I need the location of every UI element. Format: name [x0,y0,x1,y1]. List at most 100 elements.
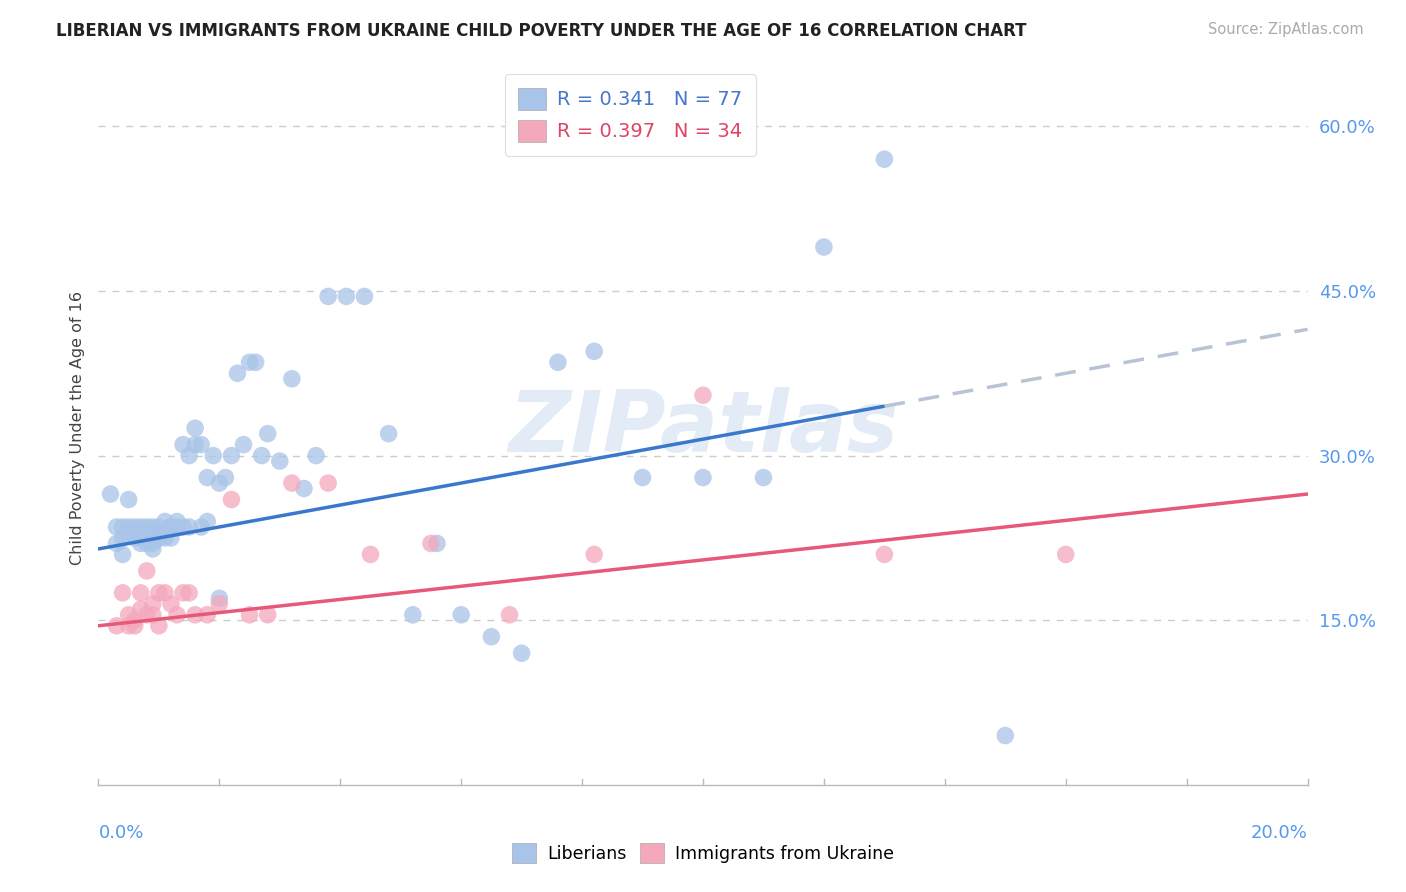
Point [232,437,254,451]
Point [202,449,225,463]
Point [172,437,194,451]
Point [510,646,533,660]
Point [129,586,152,600]
Point [135,564,157,578]
Point [129,525,152,540]
Point [226,366,249,380]
Point [353,289,375,303]
Point [498,607,520,622]
Point [402,607,425,622]
Point [172,520,194,534]
Point [148,619,170,633]
Point [583,548,606,562]
Point [316,476,339,491]
Point [631,470,654,484]
Text: Source: ZipAtlas.com: Source: ZipAtlas.com [1208,22,1364,37]
Legend: R = 0.341   N = 77, R = 0.397   N = 34: R = 0.341 N = 77, R = 0.397 N = 34 [505,74,756,156]
Point [377,426,399,441]
Point [105,520,128,534]
Point [105,619,128,633]
Point [153,586,176,600]
Point [153,531,176,545]
Point [142,536,165,550]
Point [221,449,243,463]
Y-axis label: Child Poverty Under the Age of 16: Child Poverty Under the Age of 16 [69,291,84,566]
Point [160,520,183,534]
Point [142,531,165,545]
Point [256,607,278,622]
Point [752,470,775,484]
Point [195,515,218,529]
Point [873,152,896,166]
Text: 0.0%: 0.0% [98,824,143,842]
Point [142,520,165,534]
Text: 20.0%: 20.0% [1251,824,1308,842]
Point [129,531,152,545]
Point [118,619,141,633]
Point [335,289,357,303]
Point [166,607,188,622]
Point [160,520,183,534]
Point [420,536,443,550]
Point [450,607,472,622]
Point [184,437,207,451]
Point [124,525,146,540]
Point [179,449,201,463]
Point [166,515,188,529]
Point [184,421,207,435]
Point [135,525,157,540]
Point [1054,548,1077,562]
Point [239,355,262,369]
Point [281,372,304,386]
Point [208,476,231,491]
Text: ZIPatlas: ZIPatlas [508,386,898,470]
Point [692,470,714,484]
Point [129,602,152,616]
Point [160,531,183,545]
Point [100,487,122,501]
Point [124,619,146,633]
Point [148,586,170,600]
Point [190,437,212,451]
Point [118,607,141,622]
Point [153,515,176,529]
Point [316,289,339,303]
Point [111,586,134,600]
Point [160,597,183,611]
Point [135,607,157,622]
Point [148,531,170,545]
Text: LIBERIAN VS IMMIGRANTS FROM UKRAINE CHILD POVERTY UNDER THE AGE OF 16 CORRELATIO: LIBERIAN VS IMMIGRANTS FROM UKRAINE CHIL… [56,22,1026,40]
Point [195,607,218,622]
Point [179,520,201,534]
Point [269,454,291,468]
Point [135,520,157,534]
Point [124,520,146,534]
Point [118,525,141,540]
Point [426,536,449,550]
Point [184,607,207,622]
Point [250,449,273,463]
Point [221,492,243,507]
Point [148,520,170,534]
Point [148,525,170,540]
Point [105,536,128,550]
Point [692,388,714,402]
Point [305,449,328,463]
Point [190,520,212,534]
Point [208,597,231,611]
Point [179,586,201,600]
Point [153,525,176,540]
Point [813,240,835,254]
Point [142,541,165,556]
Point [281,476,304,491]
Point [166,520,188,534]
Point [256,426,278,441]
Point [172,586,194,600]
Point [208,591,231,606]
Point [129,536,152,550]
Point [239,607,262,622]
Point [214,470,236,484]
Point [142,597,165,611]
Point [873,548,896,562]
Point [124,531,146,545]
